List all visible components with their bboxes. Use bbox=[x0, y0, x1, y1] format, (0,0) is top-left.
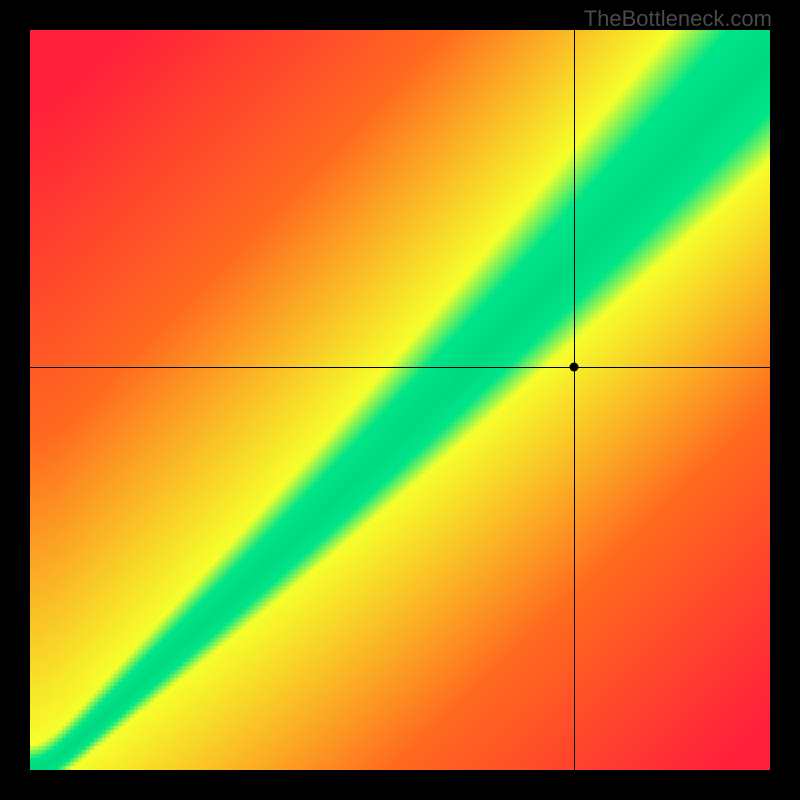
crosshair-marker-dot bbox=[569, 362, 578, 371]
heatmap-canvas bbox=[30, 30, 770, 770]
crosshair-horizontal bbox=[30, 367, 770, 368]
chart-container: TheBottleneck.com bbox=[0, 0, 800, 800]
watermark-text: TheBottleneck.com bbox=[584, 6, 772, 32]
crosshair-vertical bbox=[574, 30, 575, 770]
plot-area bbox=[30, 30, 770, 770]
